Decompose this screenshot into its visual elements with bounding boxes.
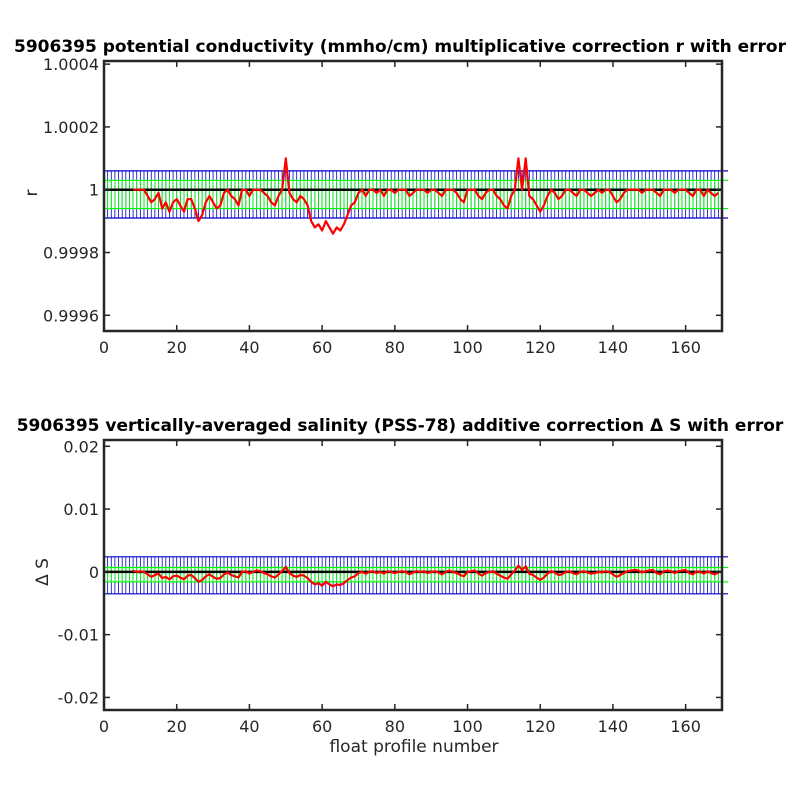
x-tick-label: 60 <box>312 717 332 736</box>
x-tick-label: 0 <box>99 717 109 736</box>
x-tick-label: 160 <box>670 717 701 736</box>
x-tick-label: 140 <box>598 338 629 357</box>
chart-panel-conductivity: 5906395 potential conductivity (mmho/cm)… <box>14 37 787 357</box>
x-tick-label: 40 <box>239 338 259 357</box>
y-tick-label: 0.01 <box>63 500 99 519</box>
y-tick-label: -0.02 <box>58 688 99 707</box>
x-tick-label: 80 <box>385 717 405 736</box>
plot-marks <box>104 556 728 595</box>
x-tick-label: 20 <box>167 717 187 736</box>
x-tick-label: 120 <box>525 717 556 736</box>
y-tick-label: 0 <box>89 563 99 582</box>
x-tick-label: 80 <box>385 338 405 357</box>
y-tick-label: 0.02 <box>63 437 99 456</box>
y-axis-label: Δ S <box>33 558 53 586</box>
plot-marks <box>104 157 728 235</box>
chart-title: 5906395 potential conductivity (mmho/cm)… <box>14 37 787 57</box>
y-axis-label: r <box>22 190 42 197</box>
x-tick-label: 100 <box>452 717 483 736</box>
x-tick-label: 60 <box>312 338 332 357</box>
x-axis-label: float profile number <box>329 737 498 757</box>
y-tick-label: 1 <box>89 181 99 200</box>
y-tick-label: 1.0004 <box>43 55 99 74</box>
chart-title: 5906395 vertically-averaged salinity (PS… <box>17 416 784 436</box>
estimate-series-line <box>133 157 720 235</box>
estimate-series-line <box>132 564 719 588</box>
y-tick-label: 0.9996 <box>43 306 99 325</box>
x-tick-label: 160 <box>670 338 701 357</box>
x-tick-label: 20 <box>167 338 187 357</box>
x-tick-label: 40 <box>239 717 259 736</box>
x-tick-label: 140 <box>598 717 629 736</box>
y-tick-label: 0.9998 <box>43 244 99 263</box>
chart-panel-salinity: 5906395 vertically-averaged salinity (PS… <box>17 416 784 757</box>
y-tick-label: -0.01 <box>58 626 99 645</box>
y-tick-label: 1.0002 <box>43 118 99 137</box>
x-tick-label: 0 <box>99 338 109 357</box>
x-tick-label: 100 <box>452 338 483 357</box>
axes-frame <box>102 438 724 712</box>
x-tick-label: 120 <box>525 338 556 357</box>
axes-frame <box>102 59 724 333</box>
